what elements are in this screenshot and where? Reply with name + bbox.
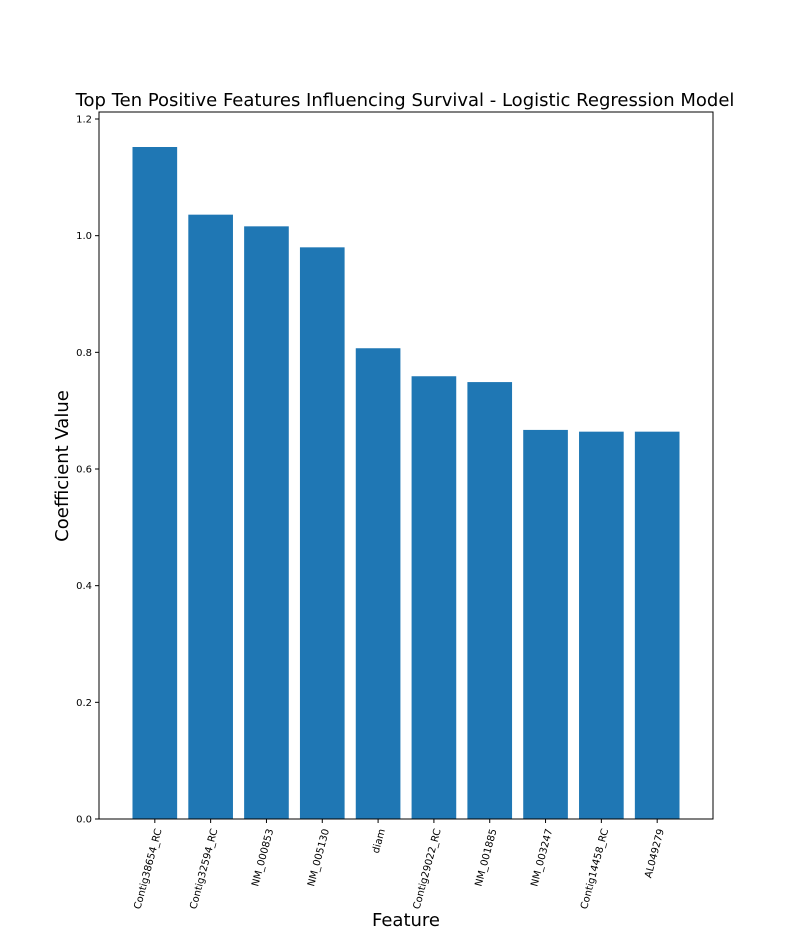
y-tick-label: 1.2 [76, 115, 92, 126]
x-tick-label: NM_000853 [250, 828, 276, 888]
x-tick-label: NM_001885 [474, 828, 500, 888]
bar-NM_005130 [299, 247, 345, 820]
y-tick-label: 0.8 [76, 348, 92, 359]
y-axis: 0.0 0.2 0.4 0.6 0.8 1.0 1.2 [76, 115, 99, 826]
x-tick-label: diam [371, 828, 388, 855]
y-tick-label: 0.2 [76, 698, 92, 709]
bar-Contig29022_RC [411, 376, 457, 819]
plot-area [132, 147, 680, 820]
y-tick-label: 0.6 [76, 465, 92, 476]
x-tick-label: Contig32594_RC [188, 828, 220, 911]
x-axis-label: Feature [372, 910, 440, 931]
x-tick-label: AL049279 [643, 828, 667, 880]
x-tick-label: NM_003247 [529, 828, 555, 888]
bar-NM_000853 [244, 226, 289, 820]
y-axis-label: Coefficient Value [52, 390, 73, 542]
bar-AL049279 [634, 431, 680, 819]
y-tick-label: 0.0 [76, 815, 92, 826]
chart-title: Top Ten Positive Features Influencing Su… [75, 90, 735, 111]
bar-NM_001885 [467, 382, 513, 819]
bar-Contig32594_RC [188, 214, 233, 819]
bar-NM_003247 [523, 429, 568, 819]
bar-Contig38654_RC [132, 147, 178, 819]
plot-frame [98, 111, 714, 820]
x-tick-label: Contig14458_RC [579, 828, 611, 911]
x-tick-label: Contig38654_RC [133, 828, 165, 911]
x-tick-label: Contig29022_RC [412, 828, 444, 911]
bar-Contig14458_RC [579, 431, 624, 819]
y-tick-label: 0.4 [76, 581, 92, 592]
bar-diam [355, 348, 401, 819]
x-axis: Contig38654_RC Contig32594_RC NM_000853 NM_… [133, 819, 667, 910]
x-tick-label: NM_005130 [306, 828, 332, 888]
y-tick-label: 1.0 [76, 231, 92, 242]
